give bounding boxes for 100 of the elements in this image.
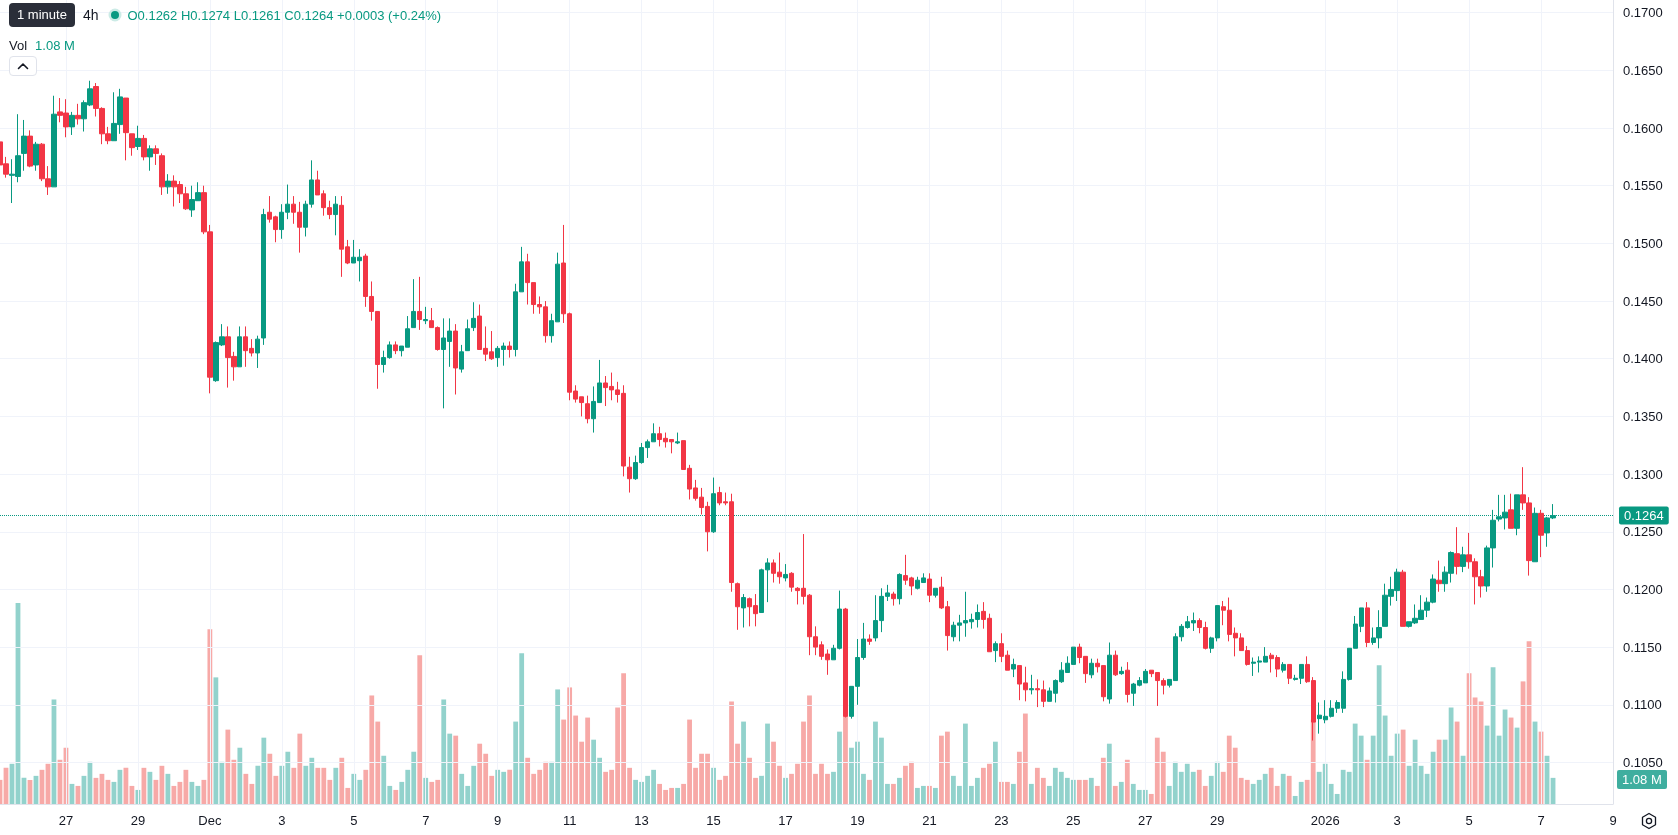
bar bbox=[891, 783, 896, 804]
candlestick bbox=[465, 319, 470, 352]
y-tick-label: 0.1400 bbox=[1623, 351, 1663, 367]
candlestick bbox=[507, 340, 512, 359]
x-tick-label: 17 bbox=[778, 813, 793, 828]
x-tick-label: 5 bbox=[350, 813, 358, 828]
candlestick bbox=[129, 133, 135, 157]
x-tick-label: 23 bbox=[994, 813, 1009, 828]
candlestick bbox=[75, 103, 81, 126]
candlestick bbox=[1436, 560, 1442, 593]
candlestick bbox=[993, 640, 998, 663]
candlestick bbox=[453, 323, 458, 395]
bar bbox=[1118, 781, 1124, 804]
candlestick bbox=[933, 587, 938, 599]
bar bbox=[165, 773, 171, 804]
candlestick bbox=[417, 276, 422, 331]
y-tick-label: 0.1050 bbox=[1623, 754, 1663, 770]
candlestick bbox=[867, 633, 872, 646]
candlestick bbox=[411, 278, 416, 329]
candlestick bbox=[147, 144, 153, 172]
candlestick bbox=[237, 325, 242, 368]
y-tick-label: 0.1250 bbox=[1623, 524, 1663, 540]
candlestick bbox=[1400, 569, 1406, 627]
candlestick bbox=[1107, 642, 1112, 705]
bar bbox=[1028, 783, 1034, 804]
bar bbox=[1436, 739, 1442, 804]
annotation: O0.1262 H0.1274 L0.1261 C0.1264 +0.0003 (+0.24%) bbox=[127, 7, 442, 23]
candlestick bbox=[1089, 658, 1094, 679]
candlestick bbox=[1029, 674, 1034, 695]
candlestick bbox=[21, 119, 27, 172]
candlestick bbox=[891, 591, 896, 607]
x-tick-label: 11 bbox=[562, 813, 577, 828]
text: 1.08 M bbox=[1617, 770, 1667, 789]
candlestick bbox=[141, 134, 147, 161]
y-tick-label: 0.1150 bbox=[1623, 639, 1662, 655]
candlestick bbox=[1125, 661, 1130, 703]
y-tick-label: 0.1600 bbox=[1623, 120, 1663, 136]
y-tick-label: 0.1100 bbox=[1623, 697, 1662, 713]
bar bbox=[1124, 759, 1130, 804]
x-tick-label: 2026 bbox=[1310, 813, 1340, 828]
y-tick-label: 0.1700 bbox=[1623, 5, 1663, 21]
candlestick bbox=[393, 340, 398, 355]
bar bbox=[333, 767, 339, 804]
candlestick bbox=[783, 563, 788, 582]
bar bbox=[507, 769, 513, 804]
bar bbox=[1010, 783, 1016, 804]
x-tick-label: 3 bbox=[278, 813, 286, 828]
x-tick-label: 7 bbox=[422, 813, 430, 828]
bar bbox=[393, 789, 399, 804]
candlestick bbox=[1454, 526, 1460, 575]
candlestick bbox=[741, 593, 746, 629]
candlestick bbox=[165, 173, 171, 195]
annotation: Vol bbox=[9, 37, 28, 53]
ref-line-label: 0.1264 bbox=[1624, 508, 1664, 524]
bar bbox=[675, 787, 680, 804]
bar bbox=[417, 655, 423, 804]
x-tick-label: Dec bbox=[198, 813, 222, 828]
x-tick-label: 15 bbox=[706, 813, 721, 828]
candlestick bbox=[1508, 493, 1514, 529]
bar bbox=[453, 735, 459, 804]
candlestick bbox=[333, 195, 338, 236]
candlestick bbox=[159, 152, 165, 196]
candlestick bbox=[27, 129, 33, 168]
bar bbox=[1280, 773, 1286, 804]
x-tick-label: 9 bbox=[1609, 813, 1617, 828]
y-tick-label: 0.1450 bbox=[1623, 293, 1663, 309]
y-tick-label: 0.1200 bbox=[1623, 581, 1663, 597]
candlestick bbox=[927, 572, 932, 603]
candlestick bbox=[153, 144, 159, 166]
candlestick bbox=[33, 141, 39, 172]
text: 4h bbox=[82, 7, 99, 23]
bar bbox=[741, 721, 746, 804]
x-tick-label: 13 bbox=[634, 813, 649, 828]
candlestick bbox=[123, 97, 129, 161]
bar bbox=[1400, 729, 1406, 804]
candlestick bbox=[1365, 601, 1370, 648]
candlestick bbox=[675, 432, 680, 445]
candlestick bbox=[897, 572, 902, 605]
y-tick-label: 0.1550 bbox=[1623, 178, 1663, 194]
candlestick bbox=[585, 395, 590, 424]
bar bbox=[1364, 759, 1370, 804]
x-tick-label: 7 bbox=[1537, 813, 1545, 828]
x-tick-label: 29 bbox=[130, 813, 146, 828]
candlestick bbox=[51, 95, 57, 188]
bar bbox=[897, 777, 902, 804]
candlestick bbox=[1287, 663, 1292, 685]
candlestick bbox=[1281, 661, 1286, 673]
candlestick bbox=[735, 582, 740, 631]
y-tick-label: 0.1300 bbox=[1623, 466, 1663, 482]
candlestick bbox=[789, 571, 794, 593]
candlestick bbox=[1119, 666, 1124, 676]
x-tick-label: 19 bbox=[850, 813, 865, 828]
bar bbox=[933, 787, 938, 804]
candlestick bbox=[1113, 650, 1118, 677]
candlestick bbox=[135, 125, 141, 151]
candlestick bbox=[1011, 658, 1016, 678]
bar bbox=[237, 747, 243, 804]
x-tick-label: 25 bbox=[1066, 813, 1081, 828]
annotation: 1 minute bbox=[9, 3, 75, 27]
x-tick-label: 27 bbox=[58, 813, 74, 828]
